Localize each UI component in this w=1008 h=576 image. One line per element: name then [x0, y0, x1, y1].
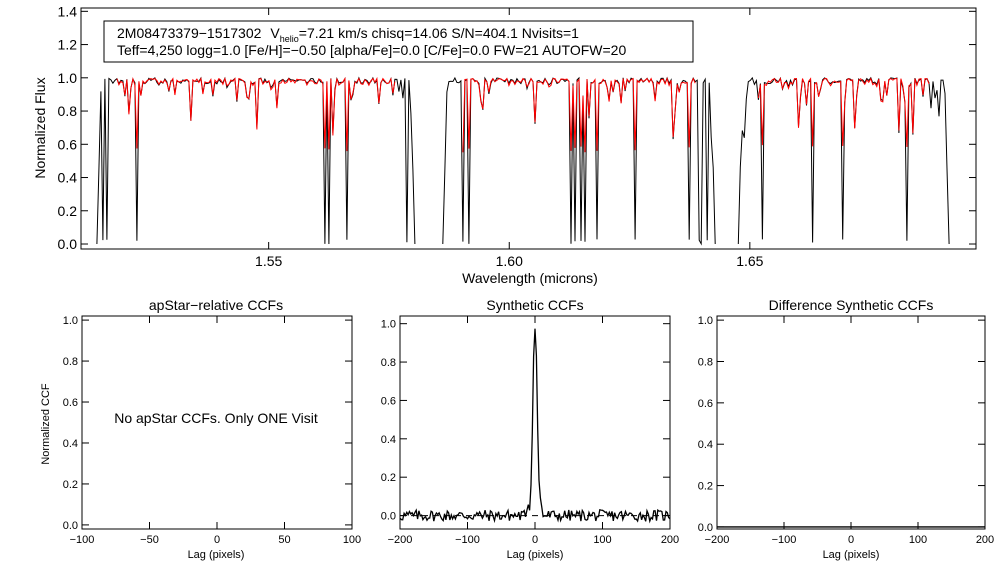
- synthetic-ccf-ytick-label: 0.4: [381, 434, 396, 446]
- apstar-ccf-xtick-label: 50: [278, 534, 290, 546]
- spectrum-legend-box: [103, 20, 694, 63]
- spectrum-ytick-label: 1.2: [58, 37, 78, 53]
- synthetic-ccf-xlabel: Lag (pixels): [507, 549, 564, 561]
- apstar-ccf-ytick-label: 0.4: [63, 438, 78, 450]
- diff-ccf-ytick-label: 0.0: [698, 522, 713, 534]
- diff-ccf-ticks: −200 −100 0 100 200 0.0 0.2 0.4 0.6 0.8 1.0: [698, 315, 994, 546]
- spectrum-ytick-label: 0.2: [58, 203, 78, 219]
- spectrum-data: [96, 76, 950, 246]
- apstar-ccf-ticks: −100 −50 0 50 100 0.0 0.2 0.4 0.6 0.8 1.0: [63, 315, 361, 546]
- apstar-ccf-ytick-label: 0.8: [63, 356, 78, 368]
- spectrum-ylabel: Normalized Flux: [32, 77, 48, 178]
- diff-ccf-xtick-label: −100: [772, 534, 797, 546]
- spectrum-xtick-label: 1.55: [255, 253, 282, 269]
- legend-line-2: Teff=4,250 logg=1.0 [Fe/H]=−0.50 [alpha/…: [117, 42, 626, 58]
- synthetic-ccf-ytick-label: 0.6: [381, 395, 396, 407]
- apstar-ccf-ytick-label: 0.2: [63, 479, 78, 491]
- diff-ccf-panel: −200 −100 0 100 200 0.0 0.2 0.4 0.6 0.8 1.0 Differ…: [698, 297, 994, 561]
- synthetic-ccf-ticks: −200 −100 0 100 200 0.0 0.2 0.4 0.6 0.8 1.0: [381, 316, 679, 546]
- apstar-ccf-xtick-label: 100: [343, 534, 361, 546]
- legend-line-1: 2M08473379−1517302 Vhelio=7.21 km/s chisq…: [117, 25, 579, 44]
- synthetic-ccf-ytick-label: 0.0: [381, 511, 396, 523]
- synthetic-ccf-ytick-label: 0.8: [381, 357, 396, 369]
- spectrum-ytick-label: 0.0: [58, 236, 78, 252]
- synthetic-ccf-ytick-label: 1.0: [381, 319, 396, 331]
- apstar-ccf-ytick-label: 0.6: [63, 397, 78, 409]
- synthetic-ccf-frame: [399, 315, 671, 530]
- apstar-ccf-ytick-label: 0.0: [63, 520, 78, 532]
- diff-ccf-xtick-label: −200: [705, 534, 730, 546]
- diff-ccf-frame: [716, 315, 986, 530]
- diff-ccf-xtick-label: 200: [976, 534, 994, 546]
- spectrum-ytick-label: 1.0: [58, 70, 78, 86]
- diff-ccf-xtick-label: 0: [848, 534, 854, 546]
- spectrum-frame: [80, 7, 977, 250]
- diff-ccf-title: Difference Synthetic CCFs: [769, 297, 934, 313]
- diff-ccf-xtick-label: 100: [909, 534, 927, 546]
- apstar-ccf-xlabel: Lag (pixels): [188, 549, 245, 561]
- apstar-ccf-message: No apStar CCFs. Only ONE Visit: [114, 410, 318, 426]
- synthetic-ccf-xtick-label: 0: [532, 534, 538, 546]
- legend-star-id: 2M08473379−1517302: [117, 25, 262, 41]
- spectrum-ytick-label: 1.4: [58, 3, 78, 19]
- synthetic-ccf-line: [399, 328, 671, 524]
- synthetic-ccf-xtick-label: 200: [661, 534, 679, 546]
- spectrum-ytick-label: 0.4: [58, 170, 78, 186]
- synthetic-ccf-data: [399, 328, 671, 524]
- spectrum-ticks: 1.55 1.60 1.65 0.0 0.2 0.4 0.6 0.8 1.0 1.2 1.4: [58, 3, 976, 269]
- synthetic-ccf-title: Synthetic CCFs: [486, 297, 583, 313]
- spectrum-observed-line: [737, 76, 950, 245]
- synthetic-ccf-xtick-label: −200: [388, 534, 413, 546]
- apstar-ccf-title: apStar−relative CCFs: [149, 297, 283, 313]
- spectrum-ytick-label: 0.8: [58, 103, 78, 119]
- spectrum-model-line: [116, 76, 396, 152]
- apstar-ccf-ytick-label: 1.0: [63, 315, 78, 327]
- spectrum-ytick-label: 0.6: [58, 136, 78, 152]
- diff-ccf-ytick-label: 0.4: [698, 439, 713, 451]
- apstar-ccf-panel: −100 −50 0 50 100 0.0 0.2 0.4 0.6 0.8 1.0 apStar−r…: [40, 297, 361, 561]
- spectrum-model-line: [462, 77, 696, 153]
- legend-vhelio-rest: =7.21 km/s chisq=14.06 S/N=404.1 Nvisits…: [299, 25, 579, 41]
- diff-ccf-ytick-label: 0.8: [698, 356, 713, 368]
- legend-vhelio-prefix: V: [270, 25, 280, 41]
- apstar-ccf-xtick-label: −50: [140, 534, 159, 546]
- apstar-ccf-xtick-label: 0: [214, 534, 220, 546]
- spectrum-panel: 1.55 1.60 1.65 0.0 0.2 0.4 0.6 0.8 1.0 1.2 1.4 2M0…: [32, 3, 977, 286]
- diff-ccf-xlabel: Lag (pixels): [823, 549, 880, 561]
- apstar-ccf-xtick-label: −100: [70, 534, 95, 546]
- synthetic-ccf-ytick-label: 0.2: [381, 472, 396, 484]
- diff-ccf-ytick-label: 1.0: [698, 315, 713, 327]
- diff-ccf-ytick-label: 0.6: [698, 398, 713, 410]
- spectrum-model-line: [757, 77, 930, 148]
- diff-ccf-ytick-label: 0.2: [698, 481, 713, 493]
- spectrum-xlabel: Wavelength (microns): [462, 270, 598, 286]
- apstar-ccf-ylabel: Normalized CCF: [40, 383, 52, 465]
- synthetic-ccf-panel: −200 −100 0 100 200 0.0 0.2 0.4 0.6 0.8 1.0 Synthe…: [381, 297, 679, 561]
- spectrum-xtick-label: 1.60: [496, 253, 523, 269]
- synthetic-ccf-xtick-label: −100: [455, 534, 480, 546]
- legend-vhelio-sub: helio: [280, 34, 299, 44]
- synthetic-ccf-xtick-label: 100: [593, 534, 611, 546]
- spectrum-xtick-label: 1.65: [736, 253, 763, 269]
